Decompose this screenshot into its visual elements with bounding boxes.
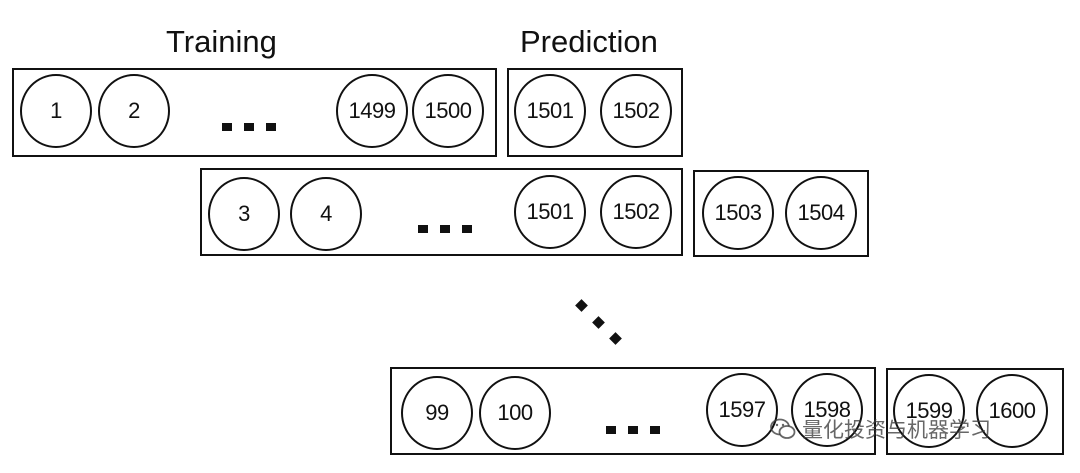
window-2-ellipsis [418, 225, 472, 233]
window-2-pred-second: 1504 [785, 176, 857, 250]
ellipsis-dot [462, 225, 472, 233]
continuation-dot [575, 299, 588, 312]
watermark: 量化投资与机器学习 [770, 414, 991, 444]
window-1-train-second: 2 [98, 74, 170, 148]
window-2-train-second-last: 1501 [514, 175, 586, 249]
ellipsis-dot [244, 123, 254, 131]
window-3-ellipsis [606, 426, 660, 434]
ellipsis-dot [606, 426, 616, 434]
continuation-dot [609, 332, 622, 345]
ellipsis-dot [266, 123, 276, 131]
window-3-pred-second: 1600 [976, 374, 1048, 448]
watermark-text: 量化投资与机器学习 [802, 419, 991, 442]
window-3-pred-first: 1599 [893, 374, 965, 448]
window-2-train-first: 3 [208, 177, 280, 251]
window-1-train-first: 1 [20, 74, 92, 148]
window-1-pred-second: 1502 [600, 74, 672, 148]
window-3-train-second-last: 1597 [706, 373, 778, 447]
ellipsis-dot [440, 225, 450, 233]
window-3-train-second: 100 [479, 376, 551, 450]
window-1-train-last: 1500 [412, 74, 484, 148]
window-1-train-second-last: 1499 [336, 74, 408, 148]
window-1-pred-first: 1501 [514, 74, 586, 148]
window-2-pred-first: 1503 [702, 176, 774, 250]
wechat-icon [770, 418, 796, 440]
window-3-train-first: 99 [401, 376, 473, 450]
training-header: Training [166, 24, 277, 59]
ellipsis-dot [418, 225, 428, 233]
window-2-train-second: 4 [290, 177, 362, 251]
window-1-ellipsis [222, 123, 276, 131]
window-3-train-last: 1598 [791, 373, 863, 447]
ellipsis-dot [222, 123, 232, 131]
ellipsis-dot [650, 426, 660, 434]
prediction-header: Prediction [520, 24, 658, 59]
ellipsis-dot [628, 426, 638, 434]
window-2-train-last: 1502 [600, 175, 672, 249]
continuation-dot [592, 316, 605, 329]
